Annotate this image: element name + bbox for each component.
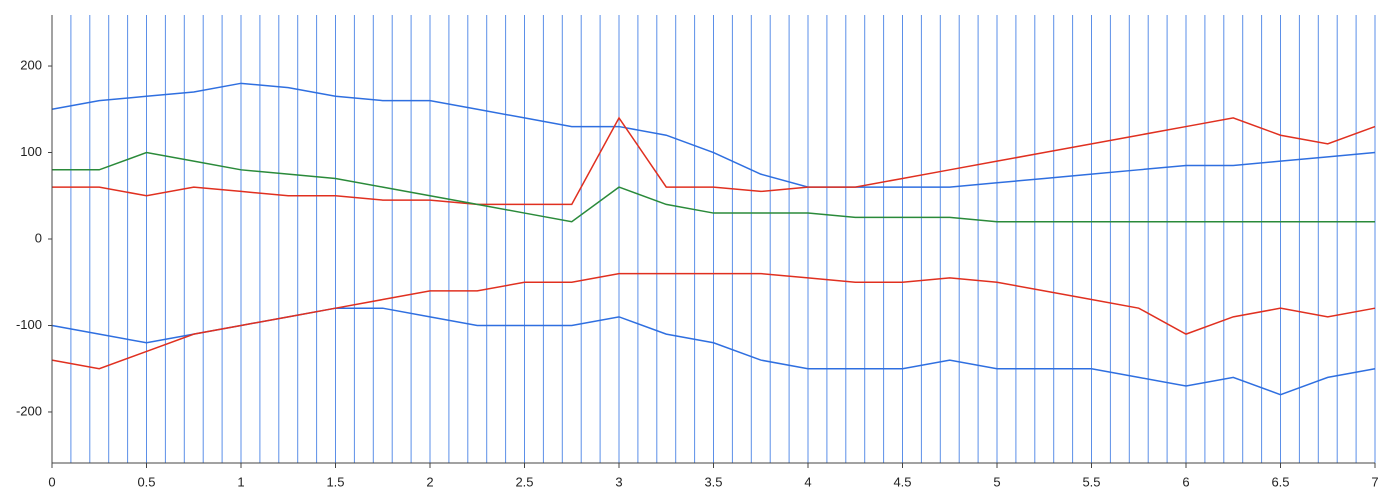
x-tick-label: 5.5 <box>1082 474 1100 489</box>
y-tick-label: 0 <box>35 230 42 245</box>
x-tick-label: 0.5 <box>137 474 155 489</box>
y-tick-label: 100 <box>20 144 42 159</box>
x-tick-label: 6 <box>1182 474 1189 489</box>
x-tick-label: 5 <box>993 474 1000 489</box>
y-tick-label: -200 <box>16 403 42 418</box>
x-tick-label: 1 <box>237 474 244 489</box>
x-tick-label: 4 <box>804 474 811 489</box>
x-tick-label: 3.5 <box>704 474 722 489</box>
x-tick-label: 1.5 <box>326 474 344 489</box>
series-line <box>52 116 1376 206</box>
y-tick-label: 200 <box>20 57 42 72</box>
x-tick-label: 7 <box>1371 474 1378 489</box>
x-tick-label: 4.5 <box>893 474 911 489</box>
x-tick-label: 0 <box>48 474 55 489</box>
x-tick-label: 3 <box>615 474 622 489</box>
series-line <box>51 82 1376 188</box>
series-line <box>52 151 1375 223</box>
y-tick-label: -100 <box>16 317 42 332</box>
series-line <box>51 272 1376 370</box>
x-tick-label: 2.5 <box>515 474 533 489</box>
x-tick-label: 2 <box>426 474 433 489</box>
x-tick-label: 6.5 <box>1271 474 1289 489</box>
